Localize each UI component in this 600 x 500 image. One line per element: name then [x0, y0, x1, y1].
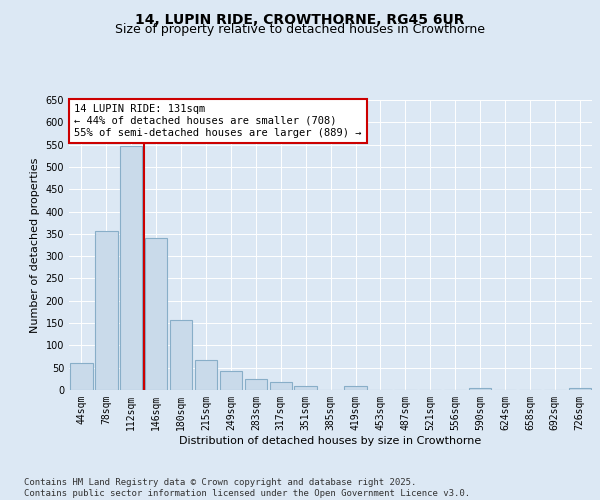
Text: Size of property relative to detached houses in Crowthorne: Size of property relative to detached ho… — [115, 24, 485, 36]
Bar — [569, 388, 591, 390]
Bar — [120, 146, 142, 390]
Text: 14 LUPIN RIDE: 131sqm
← 44% of detached houses are smaller (708)
55% of semi-det: 14 LUPIN RIDE: 131sqm ← 44% of detached … — [74, 104, 362, 138]
Y-axis label: Number of detached properties: Number of detached properties — [30, 158, 40, 332]
Bar — [170, 320, 193, 390]
Bar — [195, 360, 217, 390]
Text: 14, LUPIN RIDE, CROWTHORNE, RG45 6UR: 14, LUPIN RIDE, CROWTHORNE, RG45 6UR — [135, 12, 465, 26]
Bar — [295, 386, 317, 390]
Bar — [344, 386, 367, 390]
Bar — [95, 230, 118, 390]
Bar — [269, 382, 292, 390]
Bar — [245, 379, 267, 390]
Text: Contains HM Land Registry data © Crown copyright and database right 2025.
Contai: Contains HM Land Registry data © Crown c… — [24, 478, 470, 498]
Bar — [70, 363, 92, 390]
Bar — [469, 388, 491, 390]
X-axis label: Distribution of detached houses by size in Crowthorne: Distribution of detached houses by size … — [179, 436, 482, 446]
Bar — [220, 372, 242, 390]
Bar — [145, 238, 167, 390]
